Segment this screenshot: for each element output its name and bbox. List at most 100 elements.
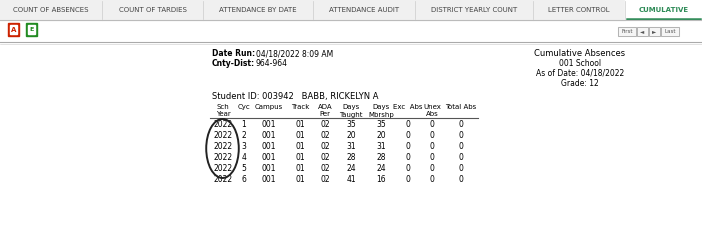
Text: 0: 0 — [430, 153, 435, 162]
Text: 35: 35 — [376, 120, 386, 129]
Text: Date Run:: Date Run: — [212, 49, 255, 58]
Text: Campus: Campus — [255, 104, 283, 110]
Text: 35: 35 — [346, 120, 356, 129]
Text: Track: Track — [291, 104, 309, 110]
Text: 001: 001 — [262, 164, 277, 173]
Text: 0: 0 — [458, 120, 463, 129]
Text: COUNT OF TARDIES: COUNT OF TARDIES — [119, 7, 187, 13]
Text: ►: ► — [652, 29, 656, 34]
Text: 2022: 2022 — [213, 153, 232, 162]
Text: 41: 41 — [346, 175, 356, 184]
Text: 0: 0 — [406, 120, 411, 129]
Text: 01: 01 — [295, 164, 305, 173]
Text: 001: 001 — [262, 142, 277, 151]
Text: 20: 20 — [346, 131, 356, 140]
Text: 2: 2 — [241, 131, 246, 140]
Text: 0: 0 — [406, 142, 411, 151]
Text: LETTER CONTROL: LETTER CONTROL — [548, 7, 610, 13]
Text: 001: 001 — [262, 153, 277, 162]
Text: Days
Mbrshp: Days Mbrshp — [368, 104, 394, 118]
Text: 0: 0 — [458, 153, 463, 162]
Text: 0: 0 — [406, 153, 411, 162]
Text: ◄: ◄ — [640, 29, 644, 34]
Text: Exc  Abs: Exc Abs — [393, 104, 423, 110]
Text: 0: 0 — [430, 120, 435, 129]
Text: ADA
Per: ADA Per — [318, 104, 332, 118]
Text: 0: 0 — [458, 175, 463, 184]
Text: 02: 02 — [320, 120, 330, 129]
Text: 2022: 2022 — [213, 120, 232, 129]
Text: 0: 0 — [430, 175, 435, 184]
Text: 001 School: 001 School — [559, 59, 601, 68]
Text: E: E — [29, 27, 34, 32]
Text: 2022: 2022 — [213, 164, 232, 173]
Text: 001: 001 — [262, 175, 277, 184]
Text: 31: 31 — [346, 142, 356, 151]
Text: Grade: 12: Grade: 12 — [561, 79, 599, 88]
Text: 02: 02 — [320, 175, 330, 184]
Text: ATTENDANCE AUDIT: ATTENDANCE AUDIT — [329, 7, 399, 13]
Text: 0: 0 — [430, 164, 435, 173]
Text: As of Date: 04/18/2022: As of Date: 04/18/2022 — [536, 69, 624, 78]
Text: Student ID: 003942   BABB, RICKELYN A: Student ID: 003942 BABB, RICKELYN A — [212, 92, 378, 101]
Text: 24: 24 — [376, 164, 386, 173]
Text: 20: 20 — [376, 131, 386, 140]
Bar — [533, 0, 625, 20]
Text: 001: 001 — [262, 131, 277, 140]
Text: Unex
Abs: Unex Abs — [423, 104, 441, 118]
Text: 31: 31 — [376, 142, 386, 151]
Bar — [661, 27, 679, 36]
Bar — [28, 25, 35, 34]
Text: 02: 02 — [320, 131, 330, 140]
Text: 3: 3 — [241, 142, 246, 151]
Text: 01: 01 — [295, 131, 305, 140]
Text: 0: 0 — [458, 142, 463, 151]
Text: 2022: 2022 — [213, 131, 232, 140]
Text: 02: 02 — [320, 164, 330, 173]
Text: 2022: 2022 — [213, 142, 232, 151]
Text: 0: 0 — [430, 131, 435, 140]
Text: 01: 01 — [295, 142, 305, 151]
Text: First: First — [621, 29, 633, 34]
Bar — [637, 27, 648, 36]
Text: A: A — [11, 27, 16, 33]
Bar — [649, 27, 660, 36]
Text: 04/18/2022 8:09 AM: 04/18/2022 8:09 AM — [256, 49, 333, 58]
Bar — [26, 23, 37, 36]
Text: Cnty-Dist:: Cnty-Dist: — [212, 59, 255, 68]
Text: 2022: 2022 — [213, 175, 232, 184]
Text: 02: 02 — [320, 142, 330, 151]
Text: 28: 28 — [376, 153, 386, 162]
Bar — [625, 0, 702, 20]
Text: 0: 0 — [406, 131, 411, 140]
Text: 0: 0 — [458, 131, 463, 140]
Text: Cumulative Absences: Cumulative Absences — [534, 49, 625, 58]
Text: 16: 16 — [376, 175, 386, 184]
Bar — [0, 0, 702, 20]
Bar — [416, 0, 533, 20]
Bar — [10, 25, 17, 34]
Bar — [313, 0, 416, 20]
Bar — [649, 27, 660, 36]
Text: 01: 01 — [295, 120, 305, 129]
Text: 28: 28 — [346, 153, 356, 162]
Text: 4: 4 — [241, 153, 246, 162]
Bar — [203, 0, 313, 20]
Text: 001: 001 — [262, 120, 277, 129]
Text: 964-964: 964-964 — [256, 59, 288, 68]
Bar — [102, 0, 203, 20]
Text: 02: 02 — [320, 153, 330, 162]
Bar — [661, 27, 679, 36]
Text: 01: 01 — [295, 153, 305, 162]
Bar — [8, 23, 19, 36]
Text: 0: 0 — [458, 164, 463, 173]
Text: 24: 24 — [346, 164, 356, 173]
Text: Days
Taught: Days Taught — [339, 104, 363, 118]
Text: 6: 6 — [241, 175, 246, 184]
Text: ATTENDANCE BY DATE: ATTENDANCE BY DATE — [219, 7, 297, 13]
Text: DISTRICT YEARLY COUNT: DISTRICT YEARLY COUNT — [431, 7, 517, 13]
Text: 5: 5 — [241, 164, 246, 173]
Text: 1: 1 — [241, 120, 246, 129]
Bar — [637, 27, 648, 36]
Text: Last: Last — [664, 29, 676, 34]
